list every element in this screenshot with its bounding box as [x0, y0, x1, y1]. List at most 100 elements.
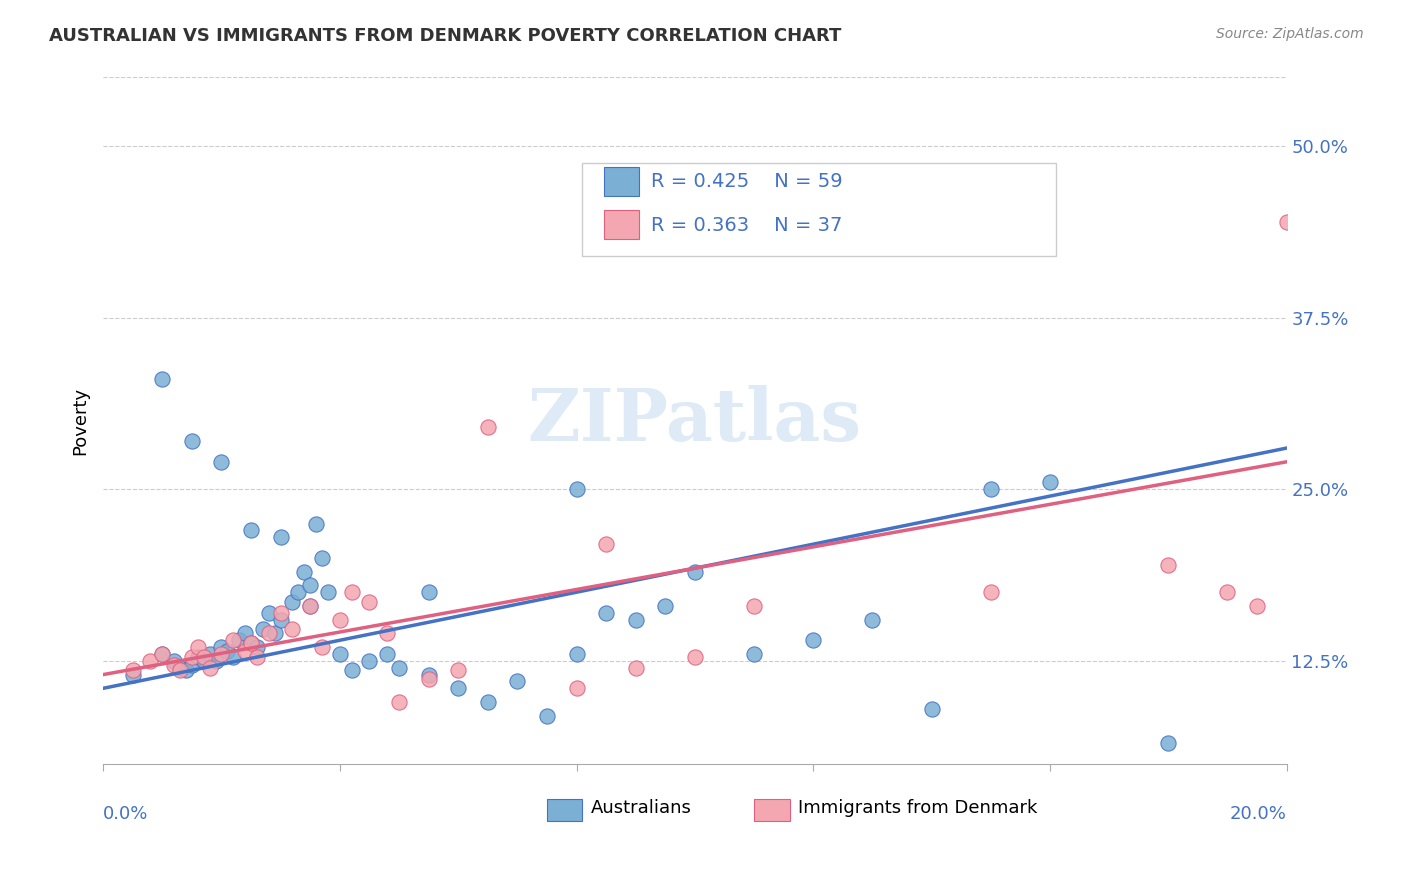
Point — [211, 647, 233, 661]
Point — [329, 647, 352, 661]
Point — [340, 664, 363, 678]
Point — [418, 672, 440, 686]
Point — [565, 647, 588, 661]
Point — [299, 599, 322, 613]
Point — [311, 550, 333, 565]
Point — [359, 654, 381, 668]
Point — [305, 516, 328, 531]
Point — [270, 530, 292, 544]
Point — [801, 633, 824, 648]
Point — [1157, 558, 1180, 572]
Point — [270, 613, 292, 627]
Point — [180, 434, 202, 449]
Point — [624, 661, 647, 675]
Point — [198, 661, 221, 675]
Point — [536, 708, 558, 723]
Point — [246, 640, 269, 654]
Point — [217, 644, 239, 658]
Point — [595, 537, 617, 551]
Point — [180, 657, 202, 672]
Point — [375, 626, 398, 640]
Point — [980, 585, 1002, 599]
Point — [477, 420, 499, 434]
Point — [263, 626, 285, 640]
FancyBboxPatch shape — [603, 210, 640, 239]
Point — [150, 372, 173, 386]
Point — [246, 649, 269, 664]
Point — [169, 664, 191, 678]
Point — [187, 640, 209, 654]
Point — [860, 613, 883, 627]
Text: ZIPatlas: ZIPatlas — [527, 385, 862, 456]
Point — [150, 647, 173, 661]
Point — [139, 654, 162, 668]
Point — [891, 235, 914, 249]
Point — [198, 647, 221, 661]
Point — [1216, 585, 1239, 599]
Point — [228, 633, 250, 648]
Point — [163, 654, 186, 668]
FancyBboxPatch shape — [582, 163, 1056, 256]
Point — [121, 667, 143, 681]
Point — [565, 681, 588, 696]
Point — [281, 622, 304, 636]
Point — [187, 649, 209, 664]
Point — [292, 565, 315, 579]
Point — [174, 664, 197, 678]
Point — [921, 702, 943, 716]
FancyBboxPatch shape — [547, 799, 582, 821]
Point — [240, 636, 263, 650]
Point — [418, 585, 440, 599]
Point — [150, 647, 173, 661]
Point — [742, 647, 765, 661]
Point — [257, 606, 280, 620]
Point — [624, 613, 647, 627]
Point — [204, 654, 226, 668]
Point — [211, 640, 233, 654]
Point — [683, 649, 706, 664]
Point — [565, 483, 588, 497]
FancyBboxPatch shape — [603, 168, 640, 196]
Point — [980, 483, 1002, 497]
Point — [252, 622, 274, 636]
Point — [299, 599, 322, 613]
Point — [388, 661, 411, 675]
Point — [193, 649, 215, 664]
FancyBboxPatch shape — [754, 799, 790, 821]
Point — [193, 654, 215, 668]
Point — [388, 695, 411, 709]
Text: AUSTRALIAN VS IMMIGRANTS FROM DENMARK POVERTY CORRELATION CHART: AUSTRALIAN VS IMMIGRANTS FROM DENMARK PO… — [49, 27, 842, 45]
Text: 0.0%: 0.0% — [103, 805, 149, 823]
Point — [163, 657, 186, 672]
Y-axis label: Poverty: Poverty — [72, 386, 89, 455]
Point — [211, 455, 233, 469]
Text: R = 0.425    N = 59: R = 0.425 N = 59 — [651, 172, 842, 191]
Point — [180, 649, 202, 664]
Point — [240, 524, 263, 538]
Point — [375, 647, 398, 661]
Point — [1246, 599, 1268, 613]
Point — [1039, 475, 1062, 490]
Point — [169, 661, 191, 675]
Point — [359, 595, 381, 609]
Point — [299, 578, 322, 592]
Point — [222, 649, 245, 664]
Point — [316, 585, 339, 599]
Point — [1157, 736, 1180, 750]
Text: Australians: Australians — [591, 799, 692, 817]
Point — [311, 640, 333, 654]
Point — [595, 606, 617, 620]
Text: R = 0.363    N = 37: R = 0.363 N = 37 — [651, 216, 842, 235]
Point — [222, 633, 245, 648]
Point — [281, 595, 304, 609]
Point — [233, 626, 256, 640]
Point — [329, 613, 352, 627]
Text: Source: ZipAtlas.com: Source: ZipAtlas.com — [1216, 27, 1364, 41]
Point — [340, 585, 363, 599]
Point — [447, 681, 470, 696]
Point — [1275, 214, 1298, 228]
Point — [447, 664, 470, 678]
Point — [418, 667, 440, 681]
Point — [506, 674, 529, 689]
Point — [257, 626, 280, 640]
